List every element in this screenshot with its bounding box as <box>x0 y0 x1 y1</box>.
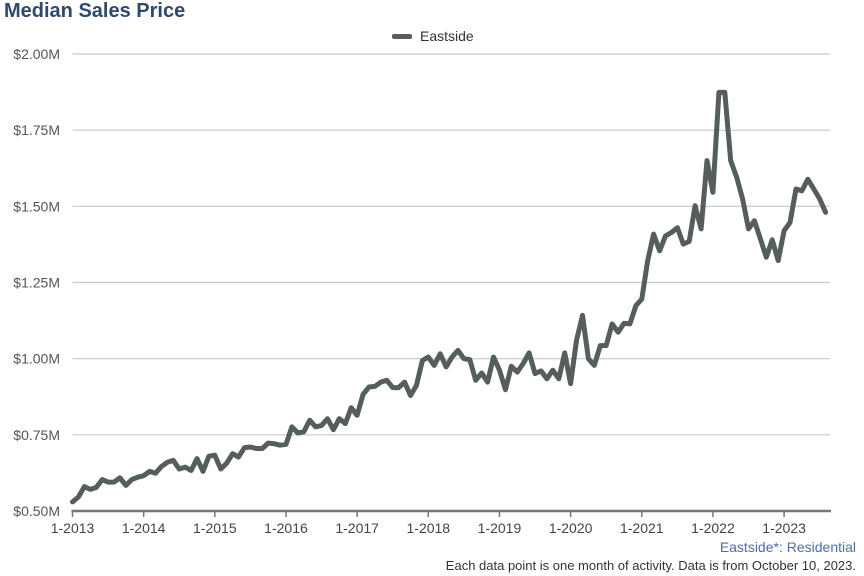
y-tick-label: $1.00M <box>13 351 60 367</box>
chart-footnote: Each data point is one month of activity… <box>445 558 856 573</box>
x-tick-label: 1-2022 <box>691 520 735 536</box>
chart-subtitle: Eastside*: Residential <box>719 539 856 555</box>
y-tick-label: $0.50M <box>13 503 60 519</box>
chart-title: Median Sales Price <box>4 0 186 22</box>
legend: Eastside <box>392 28 474 44</box>
x-tick-label: 1-2017 <box>335 520 379 536</box>
x-tick-label: 1-2020 <box>549 520 593 536</box>
series-line-eastside <box>70 89 829 505</box>
legend-label-eastside: Eastside <box>420 28 474 44</box>
x-tick-label: 1-2016 <box>264 520 308 536</box>
y-tick-label: $2.00M <box>13 46 60 62</box>
y-tick-label: $1.50M <box>13 198 60 214</box>
x-tick-label: 1-2023 <box>762 520 806 536</box>
y-tick-label: $1.75M <box>13 122 60 138</box>
y-tick-label: $1.25M <box>13 275 60 291</box>
x-tick-label: 1-2015 <box>193 520 237 536</box>
x-tick-label: 1-2014 <box>122 520 166 536</box>
x-tick-label: 1-2013 <box>51 520 95 536</box>
legend-swatch-eastside <box>392 33 412 39</box>
y-tick-label: $0.75M <box>13 427 60 443</box>
x-tick-label: 1-2021 <box>620 520 664 536</box>
x-tick-label: 1-2019 <box>478 520 522 536</box>
x-tick-label: 1-2018 <box>407 520 451 536</box>
